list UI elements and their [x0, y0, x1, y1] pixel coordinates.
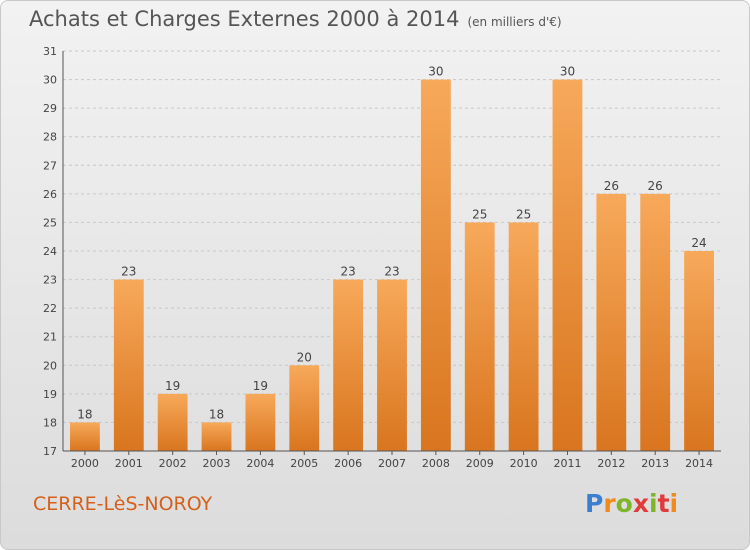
x-tick-label: 2014	[685, 457, 713, 470]
x-tick-labels: 2000 2001 2002 2003 2004 2005 2006 2007 2008 2009…	[71, 457, 713, 470]
data-label: 18	[77, 407, 92, 421]
x-tick-label: 2012	[597, 457, 625, 470]
y-tick-labels: 17 18 19 20 21 22 23 24 25 26 27 28 29 30 31	[43, 45, 57, 458]
data-label: 23	[384, 265, 399, 279]
y-tick-label: 27	[43, 159, 57, 172]
data-label: 30	[428, 65, 443, 79]
bar	[596, 193, 627, 451]
data-label: 19	[165, 379, 180, 393]
x-tick-label: 2007	[378, 457, 406, 470]
bar	[377, 279, 407, 451]
logo-letter: r	[603, 489, 616, 518]
logo-letter: i	[649, 489, 658, 518]
commune-name: CERRE-LèS-NOROY	[33, 493, 213, 515]
logo-letter: o	[615, 489, 633, 518]
x-tick-label: 2000	[71, 457, 99, 470]
x-tick-label: 2010	[510, 457, 538, 470]
axes	[62, 51, 721, 455]
bar	[157, 393, 188, 451]
bar	[684, 251, 714, 451]
data-label: 26	[604, 179, 619, 193]
y-tick-label: 30	[43, 74, 57, 87]
x-tick-label: 2008	[422, 457, 450, 470]
bar	[464, 222, 495, 451]
data-label: 25	[516, 207, 531, 221]
data-labels: 18 23 19 18 19 20 23 23 30 25 25 30 26 26 24	[77, 65, 706, 422]
data-label: 23	[121, 265, 136, 279]
logo-letter: P	[585, 489, 604, 518]
chart-title: Achats et Charges Externes 2000 à 2014 (e…	[29, 7, 562, 31]
data-label: 19	[253, 379, 268, 393]
x-tick-label: 2009	[466, 457, 494, 470]
data-label: 25	[472, 207, 487, 221]
y-tick-label: 31	[43, 45, 57, 58]
x-tick-label: 2001	[115, 457, 143, 470]
bar	[201, 422, 232, 451]
data-label: 20	[297, 350, 312, 364]
data-label: 26	[648, 179, 663, 193]
x-tick-label: 2011	[553, 457, 581, 470]
y-tick-label: 28	[43, 131, 57, 144]
y-tick-label: 23	[43, 274, 57, 287]
logo-letter: i	[669, 489, 679, 518]
bars	[70, 79, 714, 452]
data-label: 24	[691, 236, 706, 250]
x-tick-label: 2013	[641, 457, 669, 470]
logo-letter: t	[657, 489, 670, 518]
proxiti-logo[interactable]: Proxiti	[585, 489, 678, 518]
bar	[420, 79, 451, 452]
x-tick-label: 2002	[159, 457, 187, 470]
chart-title-text: Achats et Charges Externes 2000 à 2014	[29, 7, 460, 31]
y-tick-label: 18	[43, 416, 57, 429]
y-tick-label: 17	[43, 445, 57, 458]
data-label: 30	[560, 65, 575, 79]
data-label: 18	[209, 407, 224, 421]
bar	[113, 279, 144, 451]
x-tick-label: 2003	[203, 457, 231, 470]
bar	[289, 365, 320, 451]
bar	[640, 193, 671, 451]
data-label: 23	[340, 265, 355, 279]
bar	[508, 222, 539, 451]
y-tick-label: 20	[43, 359, 57, 372]
x-tick-label: 2006	[334, 457, 362, 470]
bar	[333, 279, 364, 451]
y-tick-label: 24	[43, 245, 57, 258]
bar	[552, 79, 583, 452]
y-tick-label: 22	[43, 302, 57, 315]
y-tick-label: 21	[43, 331, 57, 344]
chart-title-unit: (en milliers d'€)	[467, 15, 562, 29]
y-tick-label: 26	[43, 188, 57, 201]
y-tick-label: 25	[43, 216, 57, 229]
y-tick-label: 19	[43, 388, 57, 401]
x-tick-label: 2004	[246, 457, 274, 470]
bar	[245, 393, 276, 451]
y-tick-label: 29	[43, 102, 57, 115]
x-tick-label: 2005	[290, 457, 318, 470]
bar	[70, 422, 100, 451]
logo-letter: x	[632, 489, 649, 518]
